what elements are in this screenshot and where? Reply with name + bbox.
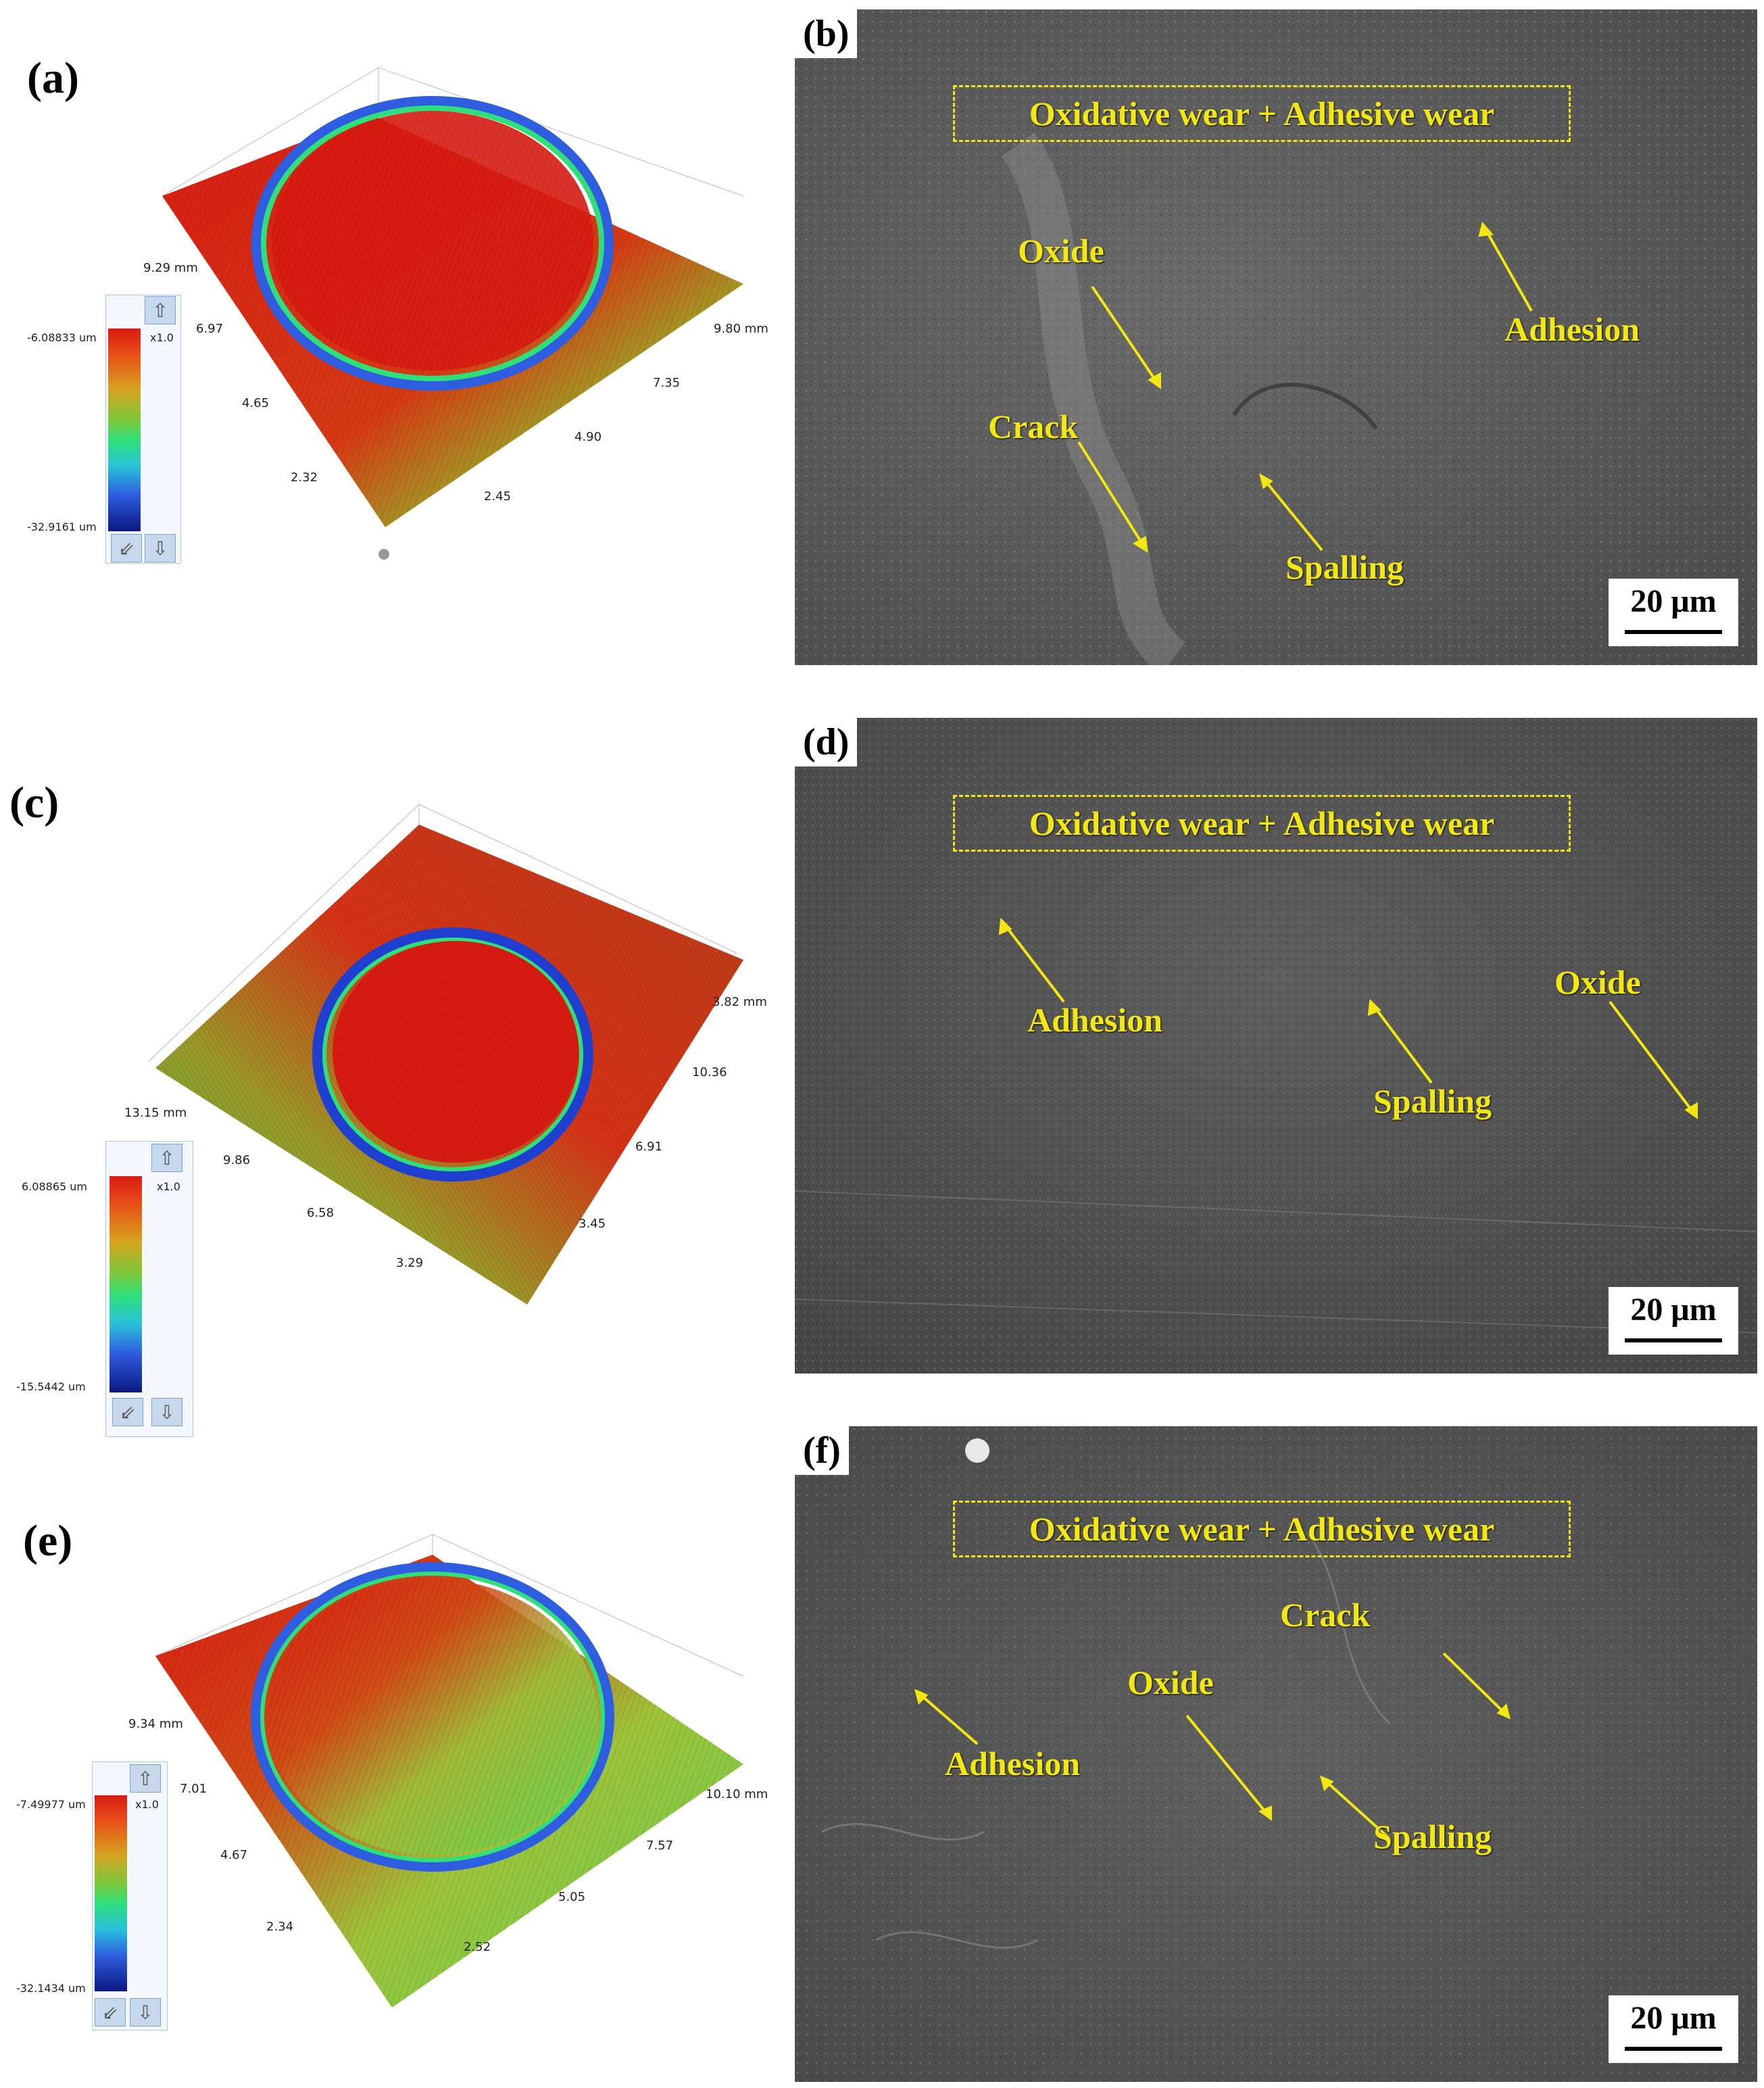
colorbar-min-a: -32.9161 um — [27, 520, 97, 533]
annotation-arrows-f — [914, 1652, 1511, 1840]
arrow-up-icon[interactable]: ⇧ — [151, 1144, 182, 1172]
colorbar-max-a: -6.08833 um — [27, 331, 97, 344]
annotation-crack-f: Crack — [1280, 1596, 1371, 1634]
panel-label-d: (d) — [795, 718, 858, 767]
panel-label-a: (a) — [27, 53, 79, 103]
axis-left-tick-c-3: 3.29 — [396, 1256, 424, 1270]
arrow-up-icon[interactable]: ⇧ — [145, 296, 176, 324]
sem-image-b: (b) Oxidative wear + Adhesive wear Oxide… — [795, 9, 1757, 665]
axis-right-max-e: 10.10 mm — [706, 1787, 768, 1801]
axis-left-max-e: 9.34 mm — [128, 1717, 183, 1731]
axis-left-max-a: 9.29 mm — [143, 261, 198, 275]
sem-image-d: (d) Oxidative wear + Adhesive wear Adhes… — [795, 718, 1757, 1374]
colorbar-a — [108, 329, 141, 531]
panel-label-f: (f) — [795, 1426, 849, 1475]
axis-right-tick-a-2: 4.90 — [574, 430, 602, 444]
panel-label-c: (c) — [9, 778, 59, 827]
axis-right-max-c: 3.82 mm — [712, 995, 767, 1009]
annotation-arrows-d — [998, 917, 1698, 1119]
pivot-handle-a[interactable] — [378, 549, 389, 560]
panel-label-e: (e) — [23, 1516, 73, 1565]
scale-bar-label-b: 20 μm — [1630, 583, 1717, 619]
annotation-adhesion-d: Adhesion — [1027, 1001, 1163, 1039]
axis-right-tick-c-2: 6.91 — [635, 1140, 663, 1154]
wear-scar-ring-e — [251, 1562, 614, 1872]
axis-right-tick-c-1: 10.36 — [692, 1065, 727, 1079]
axis-right-tick-a-1: 7.35 — [653, 376, 681, 390]
wear-mode-box-f: Oxidative wear + Adhesive wear — [953, 1501, 1571, 1557]
arrow-down-icon[interactable]: ⇩ — [130, 1998, 161, 2026]
axis-left-tick-c-1: 9.86 — [223, 1153, 251, 1167]
topography-3d-a: 9.29 mm 6.97 4.65 2.32 9.80 mm 7.35 4.90… — [95, 41, 784, 602]
scale-bar-f: 20 μm — [1609, 1995, 1738, 2063]
topography-3d-e: 9.34 mm 7.01 4.67 2.34 10.10 mm 7.57 5.0… — [95, 1521, 784, 2075]
arrow-down-icon[interactable]: ⇩ — [151, 1398, 182, 1426]
axis-left-max-c: 13.15 mm — [124, 1106, 187, 1120]
topography-render-a — [162, 67, 744, 560]
rotate-arrow-icon[interactable]: ⇙ — [111, 534, 142, 562]
axis-right-tick-a-3: 2.45 — [484, 489, 512, 504]
annotation-oxide-d: Oxide — [1554, 963, 1641, 1001]
axis-right-tick-e-2: 5.05 — [558, 1890, 586, 1904]
annotation-arrows-b — [1077, 221, 1533, 553]
annotation-adhesion-b: Adhesion — [1504, 310, 1640, 348]
scale-bar-line-f — [1625, 2047, 1722, 2051]
wear-mode-box-b: Oxidative wear + Adhesive wear — [953, 85, 1571, 142]
arrow-up-icon[interactable]: ⇧ — [130, 1764, 161, 1793]
colorbar-zoom-a: x1.0 — [150, 331, 174, 344]
annotation-spalling-d: Spalling — [1373, 1082, 1492, 1120]
colorbar-max-e: -7.49977 um — [16, 1798, 86, 1811]
wear-mode-box-d: Oxidative wear + Adhesive wear — [953, 795, 1571, 852]
axis-left-tick-e-2: 4.67 — [220, 1848, 248, 1862]
rotate-arrow-icon[interactable]: ⇙ — [112, 1398, 143, 1426]
axis-left-tick-c-2: 6.58 — [307, 1206, 335, 1220]
scale-bar-b: 20 μm — [1609, 579, 1738, 646]
topography-render-e — [155, 1534, 744, 2008]
colorbar-min-c: -15.5442 um — [16, 1380, 86, 1393]
colorbar-max-c: 6.08865 um — [22, 1180, 87, 1193]
axis-left-tick-a-3: 2.32 — [291, 470, 318, 485]
colorbar-zoom-e: x1.0 — [135, 1798, 159, 1811]
axis-left-tick-a-2: 4.65 — [242, 396, 270, 410]
annotation-spalling-f: Spalling — [1373, 1818, 1492, 1855]
annotation-oxide-b: Oxide — [1018, 232, 1104, 270]
axis-right-tick-e-3: 2.52 — [464, 1940, 491, 1954]
colorbar-zoom-c: x1.0 — [157, 1180, 180, 1193]
axis-right-tick-c-3: 3.45 — [579, 1217, 606, 1231]
annotation-spalling-b: Spalling — [1285, 548, 1404, 586]
annotation-crack-b: Crack — [988, 408, 1079, 445]
rotate-arrow-icon[interactable]: ⇙ — [95, 1998, 126, 2026]
sem-image-f: (f) Oxidative wear + Adhesive wear Crack… — [795, 1426, 1757, 2082]
annotation-adhesion-f: Adhesion — [945, 1745, 1081, 1782]
axis-right-max-a: 9.80 mm — [714, 322, 768, 336]
colorbar-min-e: -32.1434 um — [16, 1982, 86, 1995]
scale-bar-d: 20 μm — [1609, 1287, 1738, 1355]
wear-scar-ring-a — [251, 96, 614, 391]
annotation-oxide-f: Oxide — [1127, 1664, 1214, 1701]
axis-left-tick-e-1: 7.01 — [180, 1782, 207, 1796]
panel-label-b: (b) — [795, 9, 858, 58]
topography-render-c — [148, 804, 743, 1305]
axis-left-tick-a-1: 6.97 — [196, 322, 224, 336]
wear-scar-ring-c — [312, 927, 593, 1182]
colorbar-c — [109, 1176, 142, 1392]
colorbar-e — [95, 1795, 127, 1991]
scale-bar-label-f: 20 μm — [1630, 2000, 1717, 2036]
scale-bar-label-d: 20 μm — [1630, 1292, 1717, 1328]
scale-bar-line-d — [1625, 1338, 1722, 1342]
arrow-down-icon[interactable]: ⇩ — [145, 534, 176, 562]
topography-3d-c: 13.15 mm 9.86 6.58 3.29 3.82 mm 10.36 6.… — [124, 784, 784, 1352]
scale-bar-line-b — [1625, 630, 1722, 634]
axis-left-tick-e-3: 2.34 — [266, 1920, 294, 1934]
axis-right-tick-e-1: 7.57 — [646, 1839, 674, 1853]
